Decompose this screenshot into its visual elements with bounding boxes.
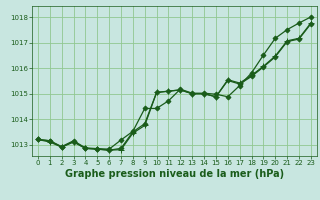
- X-axis label: Graphe pression niveau de la mer (hPa): Graphe pression niveau de la mer (hPa): [65, 169, 284, 179]
